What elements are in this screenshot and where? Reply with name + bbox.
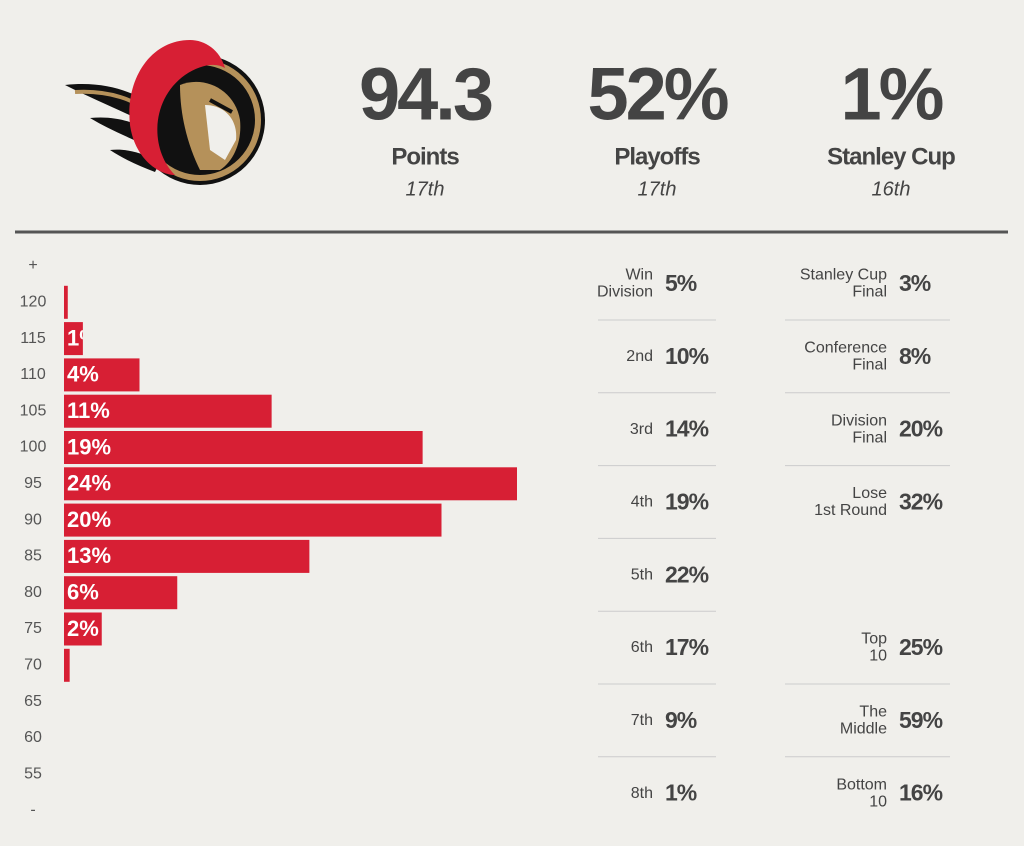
row-value: 14% (665, 416, 709, 442)
team-logo (65, 40, 265, 185)
row-value: 5% (665, 270, 697, 296)
stat-rank: 17th (406, 178, 445, 200)
row-label: Final (852, 284, 887, 301)
bar (64, 539, 310, 573)
value-label: 1% (67, 325, 99, 350)
row-label: 10 (869, 793, 887, 810)
row-value: 59% (899, 707, 943, 733)
row-value: 17% (665, 634, 709, 660)
stat-value: 52% (587, 53, 727, 136)
row-label: 1st Round (814, 502, 887, 519)
bar (64, 322, 83, 356)
row-label: Bottom (836, 776, 887, 793)
stat-rank: 17th (638, 178, 677, 200)
row-label: Conference (804, 340, 887, 357)
category-label: 70 (24, 657, 42, 674)
row-value: 20% (899, 416, 943, 442)
category-label: 75 (24, 620, 42, 637)
row-value: 32% (899, 488, 943, 514)
stats: 94.3 Points 17th 52% Playoffs 17th 1% Stanley C… (359, 53, 956, 201)
value-label: 2% (67, 616, 99, 641)
bar (64, 285, 68, 319)
bar (64, 648, 70, 682)
row-label: 2nd (626, 348, 653, 365)
stat-label: Stanley Cup (827, 143, 955, 170)
category-label: 115 (20, 330, 46, 347)
value-label: 13% (67, 543, 111, 568)
row-value: 10% (665, 343, 709, 369)
row-label: 7th (631, 712, 653, 729)
value-label: 4% (67, 362, 99, 387)
row-label: Win (625, 267, 653, 284)
category-label: 65 (24, 693, 42, 710)
row-label: Middle (840, 721, 887, 738)
category-label: 120 (20, 294, 47, 311)
row-label: 3rd (630, 421, 653, 438)
stat-label: Points (391, 143, 459, 170)
row-value: 16% (899, 780, 943, 806)
row-label: 10 (869, 648, 887, 665)
row-value: 8% (899, 343, 931, 369)
row-label: The (859, 704, 887, 721)
row-label: Final (852, 357, 887, 374)
row-value: 3% (899, 270, 931, 296)
category-label: 100 (20, 439, 47, 456)
row-label: 4th (631, 494, 653, 511)
category-label: 55 (24, 765, 42, 782)
category-label: 105 (20, 402, 47, 419)
category-label: 80 (24, 584, 42, 601)
row-label: Stanley Cup (800, 267, 887, 284)
category-label: 60 (24, 729, 42, 746)
row-label: Final (852, 429, 887, 446)
value-label: 20% (67, 507, 111, 532)
bar (64, 394, 272, 428)
row-label: 6th (631, 639, 653, 656)
category-label: - (30, 802, 35, 819)
row-label: Division (597, 284, 653, 301)
category-label: 95 (24, 475, 42, 492)
value-label: 6% (67, 580, 99, 605)
stat-rank: 16th (872, 178, 911, 200)
row-label: Lose (852, 485, 887, 502)
category-label: 85 (24, 548, 42, 565)
row-value: 19% (665, 488, 709, 514)
value-label: 11% (67, 398, 110, 423)
stat-label: Playoffs (614, 143, 700, 170)
value-label: 19% (67, 434, 111, 459)
category-label: + (28, 257, 37, 274)
row-label: 5th (631, 566, 653, 583)
value-label: 24% (67, 471, 111, 496)
bar (64, 612, 102, 646)
bar (64, 358, 140, 392)
row-value: 22% (665, 561, 709, 587)
row-value: 9% (665, 707, 697, 733)
row-label: Top (861, 631, 887, 648)
stat-value: 94.3 (359, 53, 492, 136)
bar (64, 503, 442, 537)
category-label: 110 (20, 366, 46, 383)
row-value: 1% (665, 780, 697, 806)
row-label: 8th (631, 785, 653, 802)
row-label: Division (831, 412, 887, 429)
bar (64, 467, 517, 501)
row-value: 25% (899, 634, 943, 660)
category-label: 90 (24, 511, 42, 528)
histogram: +120 115 1% 110 4% 105 11% 100 19% 95 24% 90 20% 85 13… (20, 257, 517, 819)
bar (64, 431, 423, 464)
stat-value: 1% (841, 53, 943, 136)
bar (64, 576, 178, 610)
